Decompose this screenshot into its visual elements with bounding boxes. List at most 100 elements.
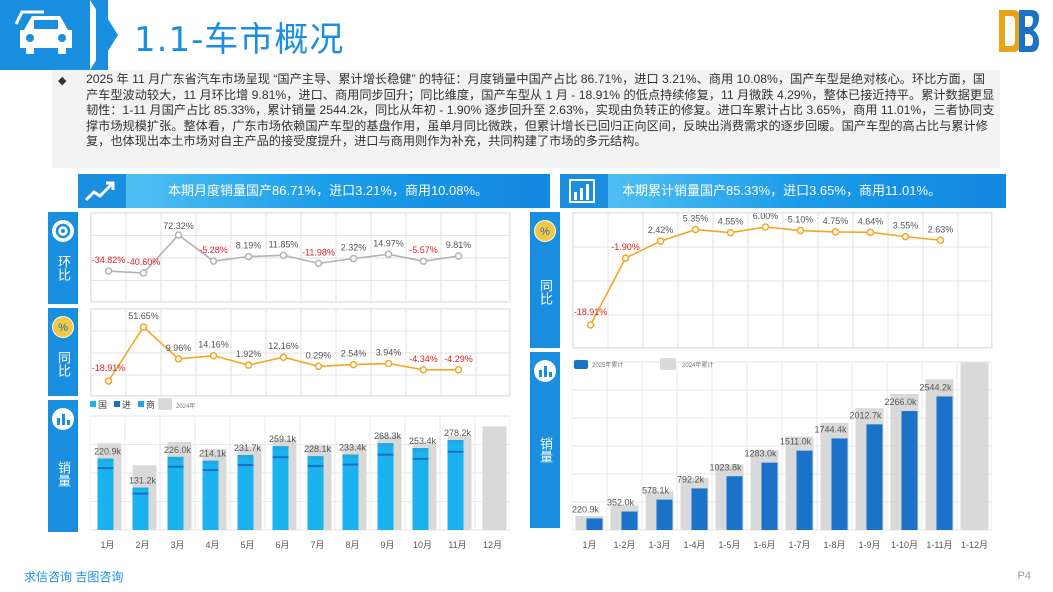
data-point (139, 323, 148, 331)
bar-commercial (202, 460, 219, 465)
tick-label: 2月 (135, 540, 149, 550)
bar-commercial (412, 448, 429, 453)
data-label: 14.16% (198, 340, 229, 350)
side-label-cum-yoy: % 同比 (530, 212, 560, 348)
bar-commercial (447, 439, 464, 445)
bar-commercial (307, 456, 324, 460)
bar-import (202, 469, 219, 472)
legend-swatch (138, 401, 144, 407)
cum-sales-panel: 2025年累计 2024年累计 220.9k 1月 352.0k 1-2月 578.1k 1-… (571, 352, 993, 556)
bar-2025 (936, 396, 953, 530)
data-point (384, 250, 393, 259)
data-label: -11.98% (302, 247, 335, 257)
data-label: 2.54% (341, 349, 367, 359)
data-point (384, 359, 393, 368)
data-label: 3.55% (893, 221, 919, 231)
data-point (796, 226, 805, 235)
svg-text:%: % (540, 226, 550, 238)
data-point (691, 225, 700, 234)
data-point (209, 351, 218, 360)
data-point (656, 237, 665, 245)
bar-2025 (167, 456, 184, 530)
data-label: 0.29% (306, 350, 332, 360)
data-point (279, 353, 288, 361)
cumulative-sales-bar-chart: 2025年累计 2024年累计 220.9k 1月 352.0k 1-2月 578.1k 1-… (571, 358, 993, 550)
tick-label: 10月 (413, 540, 432, 550)
tick-label: 1月 (582, 540, 596, 550)
tick-label: 1-3月 (648, 540, 670, 550)
data-label: 268.3k (374, 431, 402, 441)
bar-2025 (237, 455, 254, 530)
side-label-cum-sales: 销量 (530, 352, 560, 528)
left-banner: 本期月度销量国产86.71%，进口3.21%，商用10.08%。 (78, 174, 550, 208)
data-label: 2.63% (928, 224, 954, 234)
bar-import (342, 463, 359, 466)
data-label: 9.81% (446, 240, 472, 250)
data-label: 51.65% (128, 311, 159, 321)
tick-label: 1-5月 (718, 540, 740, 550)
data-label: 220.9k (94, 447, 122, 457)
legend-swatch (574, 360, 588, 369)
data-point (174, 355, 183, 363)
bar-commercial (272, 446, 289, 451)
legend-label: 商 (146, 399, 155, 410)
data-point (209, 257, 218, 265)
data-point (419, 366, 428, 374)
bar-2024 (960, 362, 989, 530)
data-label: 9.96% (166, 343, 192, 353)
bar-2025 (132, 487, 149, 530)
yoy-line-chart: -18.91% 51.65% 9.96% 14.16% 1.92% 12.16% 0.29%… (90, 308, 512, 398)
bar-2025 (831, 438, 848, 530)
data-label: 228.1k (304, 444, 332, 454)
legend-label: 2025年累计 (592, 361, 623, 369)
data-label: 1.92% (236, 349, 262, 359)
data-point (419, 257, 428, 265)
data-point (726, 228, 735, 237)
tick-label: 1-10月 (891, 540, 918, 550)
side-label-yoy: % 同比 (48, 308, 78, 396)
bar-2025 (796, 450, 813, 530)
legend-swatch (114, 401, 120, 407)
summary-text: 2025 年 11 月广东省汽车市场呈现 “国产主导、累计增长稳健” 的特征：月… (86, 72, 995, 148)
footer-company[interactable]: 求信咨询 吉图咨询 (24, 570, 124, 584)
data-label: 2266.0k (884, 397, 917, 407)
bar-import (307, 465, 324, 468)
data-point (174, 231, 183, 239)
data-label: 5.10% (788, 215, 814, 225)
legend-label: 2024年 (176, 402, 195, 410)
left-banner-text: 本期月度销量国产86.71%，进口3.21%，商用10.08%。 (168, 183, 489, 198)
legend-swatch (660, 358, 676, 370)
bar-2025 (726, 476, 743, 530)
data-label: 1511.0k (780, 437, 812, 447)
data-point (454, 252, 463, 260)
cum-yoy-panel: -18.91% -1.90% 2.42% 5.35% 4.55% 6.00% 5.10% 4.… (572, 211, 994, 350)
data-label: 1283.0k (744, 449, 777, 459)
trend-up-icon (84, 181, 115, 202)
tick-label: 7月 (310, 540, 324, 550)
data-label: 578.1k (642, 486, 670, 496)
data-label: 6.00% (753, 213, 779, 221)
bar-import (412, 457, 429, 460)
data-point (244, 361, 253, 369)
data-point (936, 236, 945, 245)
data-label: -4.29% (444, 354, 473, 364)
legend-label: 2024年累计 (682, 361, 713, 369)
data-point (349, 360, 358, 369)
data-label: 220.9k (572, 504, 600, 514)
tick-label: 1-4月 (683, 540, 705, 550)
bar-2025 (761, 462, 778, 530)
percent-icon: % (52, 316, 74, 338)
bar-2025 (412, 448, 429, 530)
bar-commercial (237, 455, 254, 459)
yoy-panel: -18.91% 51.65% 9.96% 14.16% 1.92% 12.16% 0.29%… (90, 308, 512, 398)
data-label: 2012.7k (849, 410, 882, 420)
data-label: 233.4k (339, 442, 367, 452)
data-label: 4.55% (718, 217, 744, 227)
data-point (621, 254, 630, 262)
data-point (349, 254, 358, 263)
data-point (454, 366, 463, 374)
data-label: 226.0k (164, 445, 192, 455)
sales-panel: 国 进 商 2024年 220.9k 1月 131.2k 2月 226.0k 3月 214.1k 4月… (89, 398, 511, 556)
data-label: 4.64% (858, 216, 884, 226)
data-label: 3.94% (376, 348, 402, 358)
